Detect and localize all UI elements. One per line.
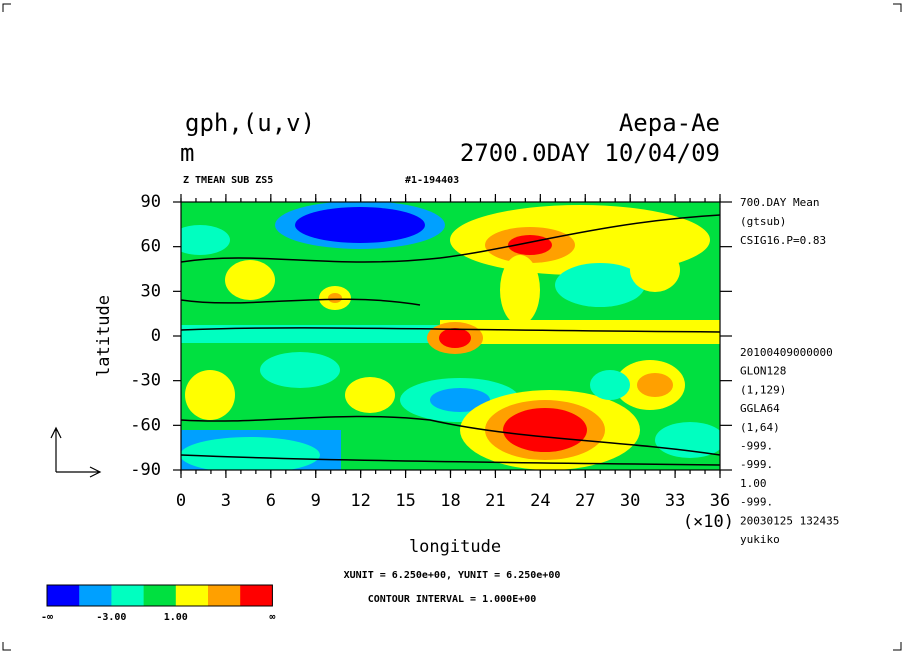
x-tick-label: 12 (350, 491, 370, 511)
colorbar-swatch (208, 585, 241, 606)
x-tick-label: 27 (575, 491, 595, 511)
info-text: -999. (740, 496, 773, 509)
x-tick-label: 15 (395, 491, 415, 511)
x-tick-label: 33 (665, 491, 685, 511)
colorbar-frame (46, 584, 273, 607)
info-text: (1,64) (740, 421, 780, 434)
info-text: -999. (740, 458, 773, 471)
colorbar-swatch (240, 585, 273, 606)
info-text: yukiko (740, 533, 780, 546)
subtitle-right: #1-194403 (405, 175, 459, 186)
y-tick-label: 0 (151, 326, 161, 346)
x-tick-label: 18 (440, 491, 460, 511)
x-tick-label: 3 (221, 491, 231, 511)
info-text: 20030125 132435 (740, 514, 839, 527)
x-tick-label: 9 (311, 491, 321, 511)
colorbar-label: -∞ (41, 612, 53, 623)
colorbar-swatch (175, 585, 209, 606)
colorbar-swatch (111, 585, 144, 606)
contour-field (181, 202, 720, 470)
colorbar-swatch (143, 585, 177, 606)
x-tick-label: 0 (176, 491, 186, 511)
time: 2700.0DAY 10/04/09 (460, 139, 720, 167)
title: gph,(u,v) (185, 109, 315, 137)
colorbar-label: ∞ (269, 612, 275, 623)
info-text: -999. (740, 440, 773, 453)
y-axis-label: latitude (94, 295, 114, 377)
x-axis-label: longitude (409, 537, 501, 557)
info-text: (1,129) (740, 383, 786, 396)
colorbar-label: 1.00 (164, 612, 188, 623)
y-tick-label: -60 (130, 415, 161, 435)
x-tick-label: 36 (710, 491, 730, 511)
x-tick-label: 30 (620, 491, 640, 511)
vector-axes (50, 426, 102, 478)
x-tick-label: 24 (530, 491, 550, 511)
info-text: (gtsub) (740, 215, 786, 228)
x-tick-label: 6 (266, 491, 276, 511)
units-note: XUNIT = 6.250e+00, YUNIT = 6.250e+00 (344, 570, 561, 581)
info-text: 1.00 (740, 477, 767, 490)
y-tick-label: -90 (130, 460, 161, 480)
corner-marks (2, 3, 902, 651)
contour-note: CONTOUR INTERVAL = 1.000E+00 (368, 594, 537, 605)
y-tick-label: 30 (141, 281, 161, 301)
colorbar-swatch (47, 585, 80, 606)
experiment: Aepa-Ae (619, 109, 720, 137)
colorbar-swatch (79, 585, 112, 606)
x-tick-label: 21 (485, 491, 505, 511)
y-tick-label: 60 (141, 237, 161, 257)
info-text: 20100409000000 (740, 346, 833, 359)
subtitle-left: Z TMEAN SUB ZS5 (183, 175, 273, 186)
x-scale-note: (×10) (683, 512, 734, 532)
unit: m (180, 139, 194, 167)
info-text: GGLA64 (740, 402, 780, 415)
info-text: 700.DAY Mean (740, 196, 819, 209)
y-tick-label: 90 (141, 192, 161, 212)
info-text: CSIG16.P=0.83 (740, 234, 826, 247)
y-tick-label: -30 (130, 371, 161, 391)
info-text: GLON128 (740, 365, 786, 378)
colorbar-label: -3.00 (96, 612, 126, 623)
